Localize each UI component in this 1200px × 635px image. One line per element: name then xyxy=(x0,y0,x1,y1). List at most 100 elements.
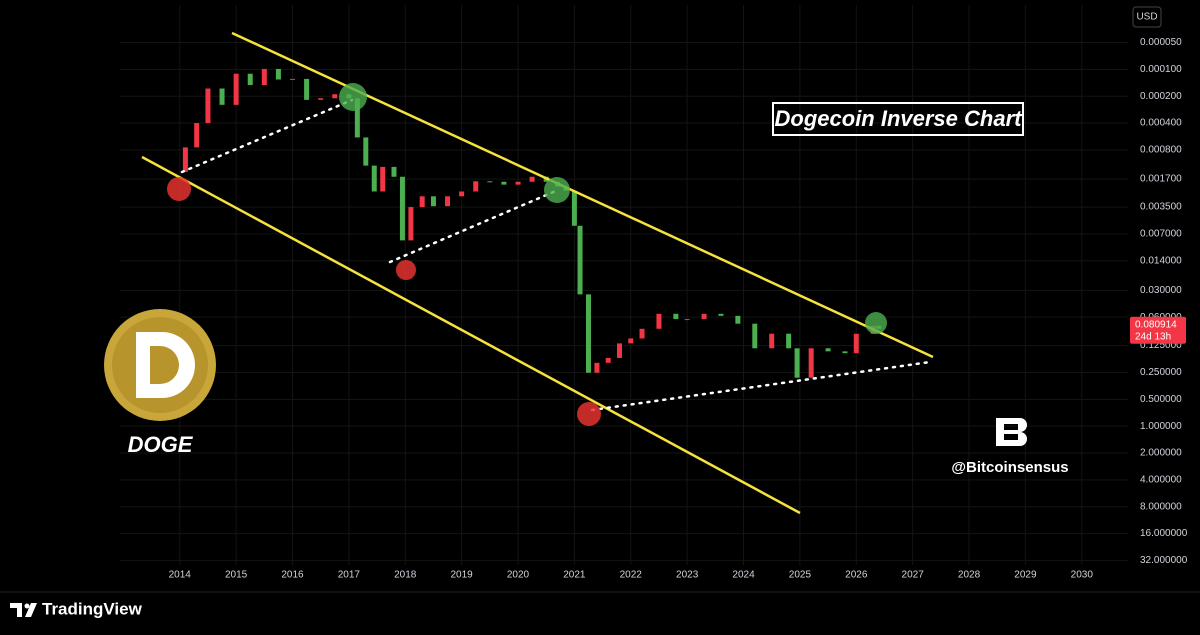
candle xyxy=(261,68,267,86)
candle xyxy=(853,333,859,354)
x-tick-label: 2027 xyxy=(902,570,925,581)
candle xyxy=(769,333,775,349)
grid xyxy=(120,5,1128,565)
x-tick-label: 2019 xyxy=(451,570,474,581)
candle xyxy=(219,88,225,105)
candle xyxy=(233,73,239,105)
brand: TradingView xyxy=(42,599,143,618)
candle xyxy=(842,351,848,354)
candle xyxy=(605,357,611,363)
candle xyxy=(459,191,465,197)
red-marker xyxy=(396,260,416,280)
candle xyxy=(501,181,507,185)
candle xyxy=(616,343,622,358)
red-marker xyxy=(577,402,601,426)
doge-logo xyxy=(104,309,216,421)
logo-d xyxy=(136,332,195,398)
x-tick-label: 2014 xyxy=(169,570,192,581)
candle xyxy=(585,294,591,373)
candle xyxy=(419,196,425,208)
candle xyxy=(656,313,662,329)
candle xyxy=(515,181,521,185)
candle xyxy=(445,196,451,207)
y-tick-label: 0.000100 xyxy=(1140,64,1182,75)
candle xyxy=(639,328,645,339)
currency-box[interactable] xyxy=(1132,6,1162,28)
candle xyxy=(194,123,200,148)
y-tick-label: 0.007000 xyxy=(1140,229,1182,240)
candle xyxy=(825,348,831,352)
y-tick-label: 0.000800 xyxy=(1140,145,1182,156)
y-tick-label: 0.030000 xyxy=(1140,285,1182,296)
x-tick-label: 2018 xyxy=(394,570,417,581)
candle xyxy=(275,68,281,80)
y-tick-label: 0.000200 xyxy=(1140,91,1182,102)
candle xyxy=(684,319,690,321)
y-tick-label: 32.000000 xyxy=(1140,555,1188,566)
x-tick-label: 2017 xyxy=(338,570,361,581)
dotted-line xyxy=(180,98,354,174)
y-tick-label: 16.000000 xyxy=(1140,528,1188,539)
candle xyxy=(571,190,577,226)
x-tick-label: 2025 xyxy=(789,570,812,581)
axes: 0.000050 0.000100 0.000200 0.000400 0.000800… xyxy=(169,37,1188,581)
y-tick-label: 0.125000 xyxy=(1140,340,1182,351)
candle xyxy=(487,181,493,183)
x-tick-label: 2028 xyxy=(958,570,981,581)
candle xyxy=(786,333,792,349)
x-tick-label: 2015 xyxy=(225,570,248,581)
green-marker xyxy=(339,83,367,111)
title-box xyxy=(772,102,1024,136)
x-tick-label: 2022 xyxy=(620,570,643,581)
annotations xyxy=(141,31,934,515)
candle xyxy=(808,348,814,378)
candle xyxy=(182,147,188,172)
x-tick-label: 2016 xyxy=(281,570,304,581)
candle xyxy=(577,225,583,295)
countdown: 24d 13h xyxy=(1135,331,1171,342)
candle xyxy=(318,98,324,100)
x-tick-label: 2024 xyxy=(732,570,755,581)
candle xyxy=(391,166,397,177)
candle xyxy=(399,176,405,241)
dotted-line xyxy=(590,360,932,412)
green-marker xyxy=(865,312,887,334)
red-marker xyxy=(167,177,191,201)
y-tick-label: 0.250000 xyxy=(1140,367,1182,378)
y-tick-label: 0.500000 xyxy=(1140,394,1182,405)
logo-text: DOGE xyxy=(128,432,194,457)
candle xyxy=(304,78,310,100)
y-tick-label: 0.014000 xyxy=(1140,255,1182,266)
currency: USD xyxy=(1136,12,1157,23)
x-tick-label: 2030 xyxy=(1071,570,1094,581)
candle xyxy=(354,98,360,138)
x-tick-label: 2021 xyxy=(563,570,586,581)
candle xyxy=(529,176,535,182)
candle xyxy=(735,315,741,324)
y-tick-label: 0.000400 xyxy=(1140,118,1182,129)
brand-logo xyxy=(996,418,1027,446)
candle xyxy=(701,313,707,320)
y-tick-label: 0.003500 xyxy=(1140,202,1182,213)
x-tick-label: 2023 xyxy=(676,570,699,581)
candle xyxy=(205,88,211,124)
candle xyxy=(371,165,377,192)
y-tick-label: 0.000050 xyxy=(1140,37,1182,48)
candle xyxy=(332,94,338,99)
candle xyxy=(594,362,600,373)
y-tick-label: 4.000000 xyxy=(1140,475,1182,486)
price-label-box xyxy=(1130,316,1186,344)
candle xyxy=(363,137,369,166)
handle: @Bitcoinsensus xyxy=(951,459,1068,476)
x-tick-label: 2020 xyxy=(507,570,530,581)
y-tick-label: 8.000000 xyxy=(1140,501,1182,512)
x-tick-label: 2029 xyxy=(1014,570,1037,581)
candle xyxy=(247,73,253,86)
y-tick-label: 2.000000 xyxy=(1140,448,1182,459)
candle xyxy=(673,313,679,320)
candle xyxy=(628,338,634,344)
x-tick-label: 2026 xyxy=(845,570,868,581)
candle xyxy=(408,207,414,241)
candle xyxy=(752,323,758,349)
